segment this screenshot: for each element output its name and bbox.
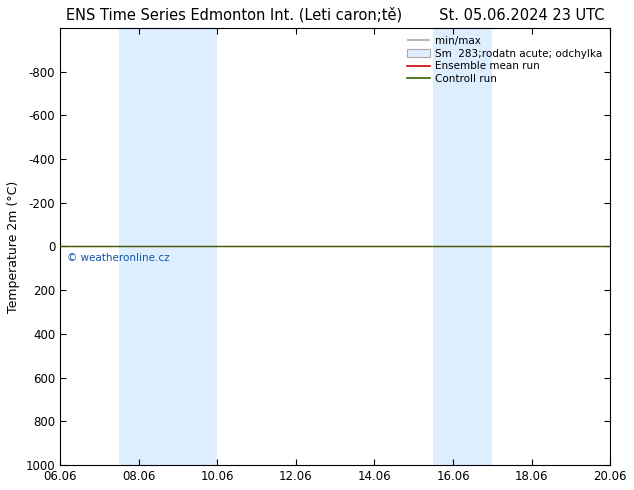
Bar xyxy=(119,28,217,465)
Title: ENS Time Series Edmonton Int. (Leti caron;tě)        St. 05.06.2024 23 UTC: ENS Time Series Edmonton Int. (Leti caro… xyxy=(66,7,604,23)
Bar xyxy=(434,28,493,465)
Y-axis label: Temperature 2m (°C): Temperature 2m (°C) xyxy=(7,180,20,313)
Legend: min/max, Sm  283;rodatn acute; odchylka, Ensemble mean run, Controll run: min/max, Sm 283;rodatn acute; odchylka, … xyxy=(403,33,605,87)
Text: © weatheronline.cz: © weatheronline.cz xyxy=(67,253,170,263)
